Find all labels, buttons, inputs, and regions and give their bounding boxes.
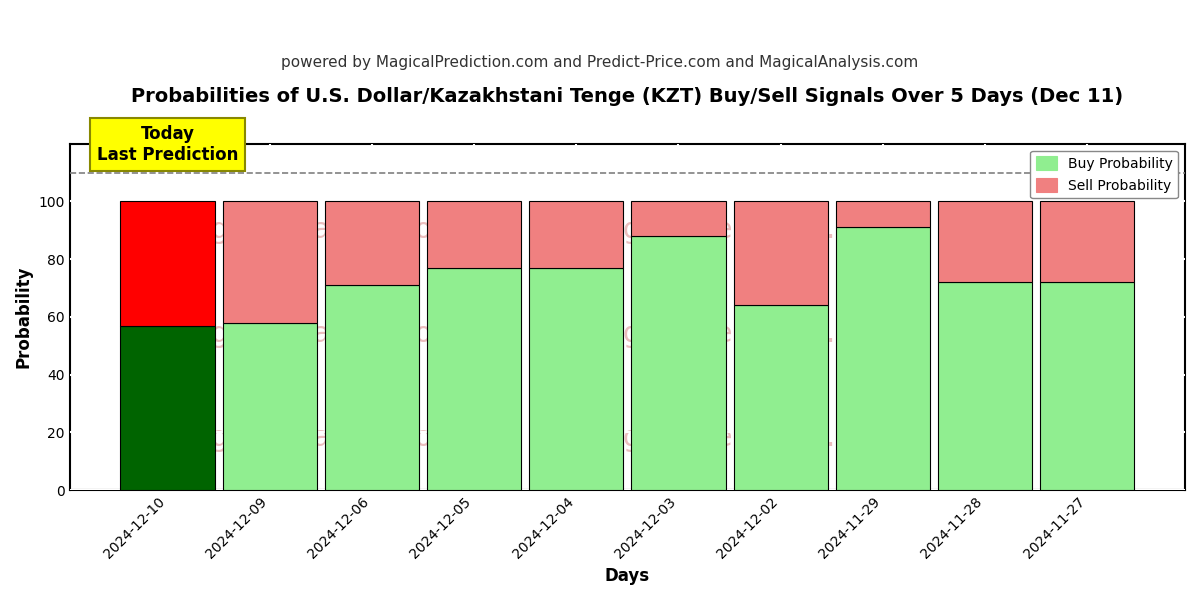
Text: MagicalAnalysis.com: MagicalAnalysis.com [170,424,460,452]
Text: MagicalPrediction.com: MagicalPrediction.com [583,424,895,452]
Text: Today
Last Prediction: Today Last Prediction [97,125,238,164]
Bar [325,285,419,490]
Bar [325,202,419,285]
X-axis label: Days: Days [605,567,650,585]
Bar [120,202,215,326]
Bar [631,236,726,490]
Bar [836,202,930,227]
Bar [1040,202,1134,282]
Bar [223,323,317,490]
Bar [733,202,828,305]
Legend: Buy Probability, Sell Probability: Buy Probability, Sell Probability [1030,151,1178,198]
Bar [529,202,623,268]
Text: MagicalAnalysis.com: MagicalAnalysis.com [170,320,460,348]
Text: MagicalPrediction.com: MagicalPrediction.com [583,320,895,348]
Y-axis label: Probability: Probability [14,266,34,368]
Bar [529,268,623,490]
Bar [120,326,215,490]
Bar [938,282,1032,490]
Title: Probabilities of U.S. Dollar/Kazakhstani Tenge (KZT) Buy/Sell Signals Over 5 Day: Probabilities of U.S. Dollar/Kazakhstani… [131,87,1123,106]
Bar [427,202,521,268]
Bar [733,305,828,490]
Text: MagicalAnalysis.com: MagicalAnalysis.com [170,216,460,244]
Bar [1040,282,1134,490]
Bar [938,202,1032,282]
Bar [223,202,317,323]
Text: powered by MagicalPrediction.com and Predict-Price.com and MagicalAnalysis.com: powered by MagicalPrediction.com and Pre… [281,55,919,70]
Bar [836,227,930,490]
Bar [427,268,521,490]
Bar [631,202,726,236]
Text: MagicalPrediction.com: MagicalPrediction.com [583,216,895,244]
